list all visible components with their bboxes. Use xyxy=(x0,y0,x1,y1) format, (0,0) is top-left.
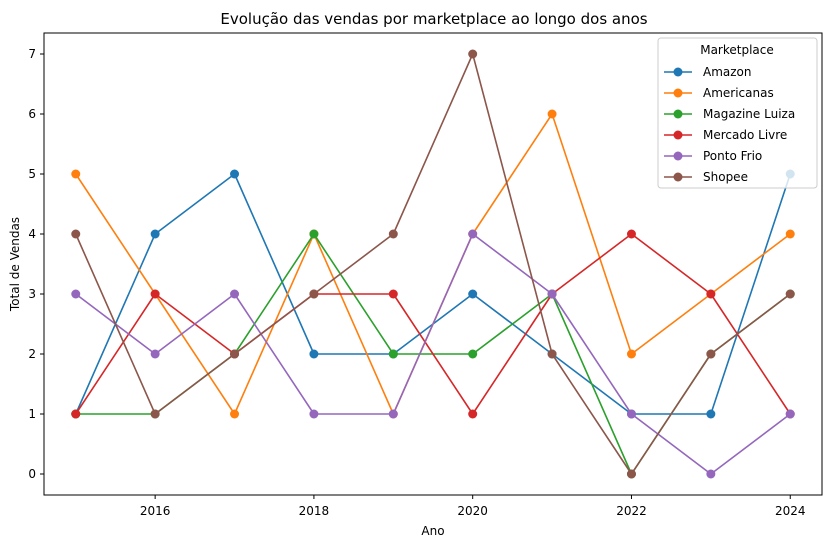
data-point-ponto-frio xyxy=(309,409,319,419)
data-point-shopee xyxy=(785,289,795,299)
series-amazon xyxy=(71,169,795,419)
legend-label: Magazine Luiza xyxy=(703,107,795,121)
legend-item-magazine-luiza: Magazine Luiza xyxy=(664,107,795,121)
data-point-americanas xyxy=(626,349,636,359)
x-axis: 2016 2018 2020 2022 2024 xyxy=(140,495,806,518)
y-tick-label: 7 xyxy=(28,47,36,61)
legend-marker xyxy=(673,67,683,77)
plot-frame xyxy=(43,32,823,496)
data-point-ponto-frio xyxy=(150,349,160,359)
y-axis-label: Total de Vendas xyxy=(8,217,22,312)
y-tick-label: 6 xyxy=(28,107,36,121)
data-point-magazine-luiza xyxy=(388,349,398,359)
chart-title: Evolução das vendas por marketplace ao l… xyxy=(220,10,647,28)
y-tick-label: 5 xyxy=(28,167,36,181)
x-tick-label: 2018 xyxy=(299,504,330,518)
legend-item-shopee: Shopee xyxy=(664,170,748,184)
series-line-shopee xyxy=(75,53,791,475)
data-point-mercado-livre xyxy=(468,409,478,419)
data-point-shopee xyxy=(468,49,478,59)
legend: Marketplace Amazon Americanas Magazine Lui… xyxy=(657,37,818,189)
legend-label: Americanas xyxy=(703,86,774,100)
legend-item-americanas: Americanas xyxy=(664,86,774,100)
legend-marker xyxy=(673,151,683,161)
data-point-shopee xyxy=(547,349,557,359)
data-point-amazon xyxy=(230,169,240,179)
data-point-mercado-livre xyxy=(706,289,716,299)
legend-item-amazon: Amazon xyxy=(664,65,752,79)
series-ponto-frio xyxy=(71,229,795,479)
data-point-ponto-frio xyxy=(706,469,716,479)
data-point-ponto-frio xyxy=(388,409,398,419)
x-tick-label: 2024 xyxy=(775,504,806,518)
legend-item-ponto-frio: Ponto Frio xyxy=(664,149,762,163)
data-point-ponto-frio xyxy=(230,289,240,299)
data-point-mercado-livre xyxy=(388,289,398,299)
legend-label: Shopee xyxy=(703,170,748,184)
y-tick-label: 2 xyxy=(28,347,36,361)
data-point-magazine-luiza xyxy=(309,229,319,239)
data-point-shopee xyxy=(706,349,716,359)
legend-box xyxy=(657,37,818,189)
x-axis-label: Ano xyxy=(421,524,444,538)
y-tick-label: 4 xyxy=(28,227,36,241)
data-point-shopee xyxy=(309,289,319,299)
data-point-magazine-luiza xyxy=(468,349,478,359)
data-point-amazon xyxy=(706,409,716,419)
legend-marker xyxy=(673,88,683,98)
legend-item-mercado-livre: Mercado Livre xyxy=(664,128,787,142)
data-point-amazon xyxy=(150,229,160,239)
data-point-ponto-frio xyxy=(785,409,795,419)
y-tick-label: 0 xyxy=(28,467,36,481)
data-point-americanas xyxy=(785,229,795,239)
y-tick-label: 1 xyxy=(28,407,36,421)
data-point-mercado-livre xyxy=(71,409,81,419)
legend-title: Marketplace xyxy=(700,43,774,57)
data-point-ponto-frio xyxy=(547,289,557,299)
legend-label: Ponto Frio xyxy=(703,149,762,163)
x-tick-label: 2020 xyxy=(457,504,488,518)
data-point-shopee xyxy=(71,229,81,239)
data-point-mercado-livre xyxy=(626,229,636,239)
data-point-americanas xyxy=(230,409,240,419)
data-point-shopee xyxy=(150,409,160,419)
data-point-shopee xyxy=(626,469,636,479)
data-point-shopee xyxy=(230,349,240,359)
y-axis: 0 1 2 3 4 5 6 7 xyxy=(28,47,44,481)
data-point-mercado-livre xyxy=(150,289,160,299)
x-tick-label: 2022 xyxy=(616,504,647,518)
series-line-amazon xyxy=(75,173,792,415)
series-shopee xyxy=(71,49,795,479)
data-point-ponto-frio xyxy=(71,289,81,299)
data-point-ponto-frio xyxy=(626,409,636,419)
legend-marker xyxy=(673,172,683,182)
data-point-amazon xyxy=(309,349,319,359)
legend-marker xyxy=(673,109,683,119)
x-tick-label: 2016 xyxy=(140,504,171,518)
series-line-ponto-frio xyxy=(75,233,791,475)
data-point-ponto-frio xyxy=(468,229,478,239)
legend-label: Amazon xyxy=(703,65,752,79)
data-point-americanas xyxy=(547,109,557,119)
y-tick-label: 3 xyxy=(28,287,36,301)
data-point-shopee xyxy=(388,229,398,239)
data-point-americanas xyxy=(71,169,81,179)
legend-label: Mercado Livre xyxy=(703,128,787,142)
series-layer xyxy=(71,49,795,479)
legend-marker xyxy=(673,130,683,140)
data-point-amazon xyxy=(468,289,478,299)
legend-items: Amazon Americanas Magazine Luiza Mercado Li… xyxy=(664,65,795,184)
